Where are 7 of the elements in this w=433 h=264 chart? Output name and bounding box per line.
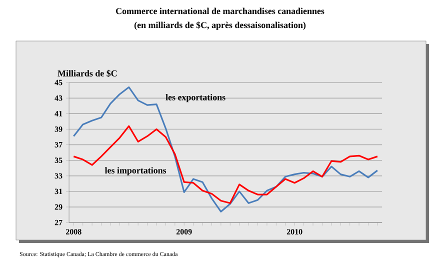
chart-subtitle: (en milliards de $C, après dessaisonalisation) <box>134 22 306 30</box>
line-series <box>72 86 378 212</box>
series-label: les exportations <box>166 94 226 102</box>
series-label: les importations <box>104 167 166 176</box>
y-axis-title: Milliards de $C <box>58 70 117 78</box>
line-series <box>72 125 378 204</box>
chart-title: Commerce international de marchandises canadiennes <box>116 8 324 14</box>
